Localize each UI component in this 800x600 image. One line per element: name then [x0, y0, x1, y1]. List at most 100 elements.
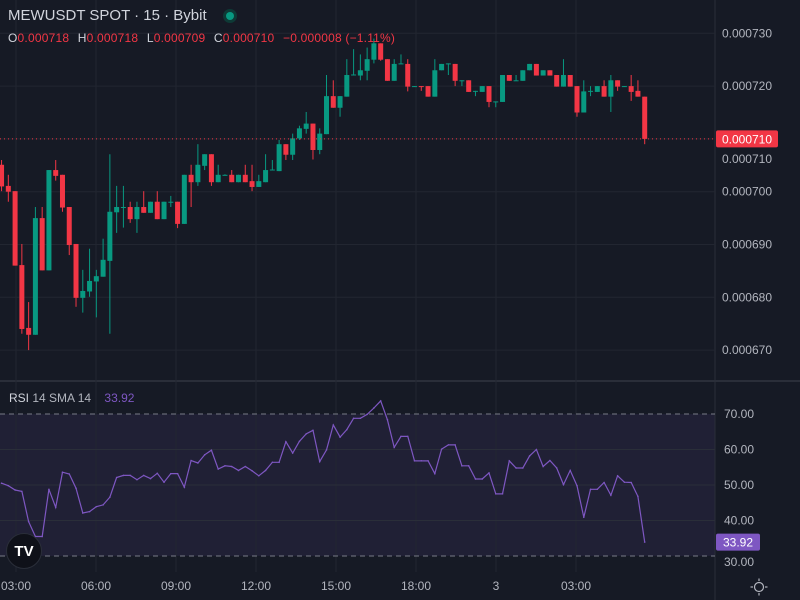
candle-body: [222, 174, 228, 176]
rsi-point: [481, 478, 484, 480]
rsi-point: [0, 482, 3, 485]
rsi-value: 33.92: [104, 391, 135, 405]
candle: [554, 75, 560, 87]
candle: [378, 43, 384, 61]
candle-body: [500, 75, 506, 102]
time-tick-label: 09:00: [161, 579, 191, 593]
candle: [32, 207, 38, 335]
low-label: L: [146, 31, 154, 45]
candle-body: [59, 174, 65, 208]
candle-body: [73, 243, 79, 298]
rsi-point: [88, 510, 91, 513]
rsi-point: [305, 433, 308, 435]
price-tick-label: 0.000690: [722, 238, 772, 252]
rsi-point: [142, 474, 145, 477]
ohlc-legend: O0.000718 H0.000718 L0.000709 C0.000710 …: [8, 31, 400, 45]
candle-body: [486, 86, 492, 102]
candle: [249, 164, 255, 192]
candle: [236, 174, 241, 183]
rsi-point: [467, 465, 470, 467]
rsi-point: [68, 473, 71, 475]
time-tick-label: 12:00: [241, 579, 271, 593]
candle: [391, 59, 397, 81]
rsi-point: [393, 446, 396, 449]
candle-body: [66, 207, 72, 246]
rsi-point: [454, 444, 456, 446]
rsi-point: [27, 520, 30, 523]
rsi-point: [630, 481, 632, 484]
candle: [269, 160, 275, 171]
candle: [107, 154, 113, 334]
candle: [283, 144, 289, 161]
candle: [188, 164, 194, 208]
candle: [574, 86, 580, 117]
rsi-point: [386, 418, 389, 421]
candle-body: [0, 164, 5, 187]
symbol-legend[interactable]: MEWUSDT SPOT · 15 · Bybit: [8, 7, 237, 24]
rsi-point: [170, 472, 172, 475]
rsi-point: [332, 424, 335, 426]
rsi-point: [488, 472, 490, 474]
rsi-point: [610, 494, 612, 497]
candle: [608, 75, 614, 112]
candle-body: [378, 43, 384, 60]
settings-sun-icon[interactable]: [750, 578, 768, 596]
axes: 03:00 06:00 09:00 12:00 15:00 18:00 3 03:00 0.00…: [0, 26, 778, 593]
candle: [120, 185, 126, 228]
candle: [405, 59, 411, 92]
candle: [80, 269, 86, 313]
candle: [581, 80, 587, 113]
rsi-point: [589, 488, 592, 491]
candle: [432, 59, 438, 97]
candle: [621, 86, 627, 88]
candle-body: [26, 327, 32, 335]
rsi-point: [569, 469, 572, 472]
candle-body: [513, 80, 519, 82]
candle: [5, 174, 11, 202]
tradingview-logo-icon[interactable]: TV: [6, 533, 42, 569]
price-tick-label: 0.000680: [722, 290, 772, 304]
candle: [114, 185, 120, 233]
candle-body: [195, 164, 201, 183]
market-status-icon: [222, 8, 237, 23]
rsi-point: [623, 481, 626, 483]
rsi-point: [95, 505, 98, 508]
candle-body: [574, 86, 580, 113]
candle: [351, 49, 357, 76]
candle-body: [32, 218, 38, 335]
candle: [466, 80, 472, 92]
candle: [540, 70, 546, 76]
rsi-point: [440, 448, 443, 450]
candle: [195, 144, 201, 186]
candle: [425, 86, 431, 97]
price-tick-label: 0.000700: [722, 185, 772, 199]
rsi-point: [339, 436, 341, 438]
candle: [439, 63, 445, 71]
low-value: 0.000709: [153, 31, 206, 45]
rsi-point: [244, 465, 247, 468]
candle-body: [296, 128, 302, 139]
rsi-point: [298, 440, 301, 443]
rsi-point: [163, 481, 165, 483]
candle-body: [357, 70, 363, 76]
candle: [181, 174, 187, 224]
candle-body: [391, 63, 397, 81]
candle: [222, 174, 228, 176]
rsi-legend[interactable]: RSI 14 SMA 14 33.92: [9, 391, 134, 405]
candle-body: [547, 70, 553, 76]
rsi-point: [14, 489, 16, 491]
rsi-point: [637, 495, 639, 498]
rsi-point: [251, 470, 253, 472]
rsi-point: [81, 512, 84, 514]
candle: [100, 238, 106, 277]
candle-body: [242, 174, 248, 183]
change-value: −0.000008 (−1.11%): [282, 31, 396, 45]
candle-body: [384, 59, 390, 81]
candle-body: [588, 90, 594, 92]
candle: [141, 191, 147, 213]
candle: [628, 75, 634, 101]
candle-body: [120, 207, 126, 209]
candle-body: [540, 70, 546, 76]
candle: [161, 201, 167, 220]
